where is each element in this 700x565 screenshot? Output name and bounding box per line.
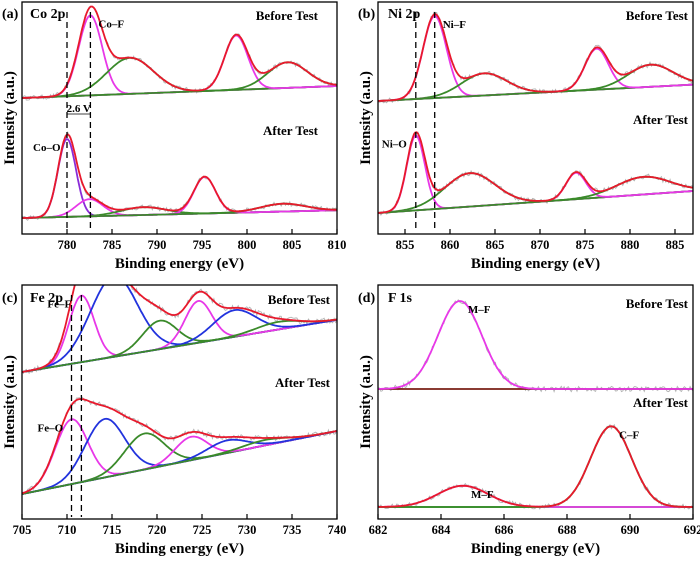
condition-label: After Test (275, 375, 331, 390)
peak-label: M–F (468, 304, 491, 316)
y-axis-label: Intensity (a.u.) (358, 355, 374, 449)
axes-frame (21, 1, 338, 235)
condition-label: Before Test (256, 8, 319, 23)
axes-frame (377, 284, 694, 520)
fit-envelope (22, 285, 337, 373)
x-tick-label: 715 (103, 523, 122, 537)
peak-label: Co–F (98, 18, 124, 30)
plot-area (378, 299, 693, 510)
y-axis-label: Intensity (a.u.) (2, 71, 18, 165)
peak-label: M–F (471, 489, 494, 501)
panel-b-ni-2p: Ni–F Before Test Ni–O After Test 855 860 865 87… (358, 1, 694, 272)
x-tick-label: 688 (558, 523, 577, 537)
x-axis-label: Binding energy (eV) (115, 541, 244, 557)
fit-envelope (378, 131, 693, 214)
plot-area (378, 11, 693, 216)
panel-d-f-1s: M–F Before Test M–F C–F After Test 682 684 686 6… (358, 284, 700, 557)
x-axis-label: Binding energy (eV) (115, 256, 244, 272)
axes-frame (21, 284, 338, 520)
fit-envelope (22, 133, 337, 219)
x-tick-label: 684 (432, 523, 452, 537)
condition-label: Before Test (626, 296, 689, 311)
x-tick-label: 810 (328, 238, 347, 252)
condition-label: Before Test (268, 292, 331, 307)
panel-title: F 1s (388, 291, 413, 306)
fit-envelope (22, 5, 337, 99)
peak-label: Ni–F (443, 19, 467, 31)
x-tick-label: 692 (684, 523, 700, 537)
x-tick-label: 725 (193, 523, 212, 537)
panel-c-fe-2p: Fe–F Before Test Fe–O After Test 705 710 715 72… (2, 284, 347, 557)
axes-frame (377, 1, 694, 235)
x-axis-label: Binding energy (eV) (471, 541, 600, 557)
fit-envelope (22, 398, 337, 495)
x-tick-label: 686 (495, 523, 514, 537)
panel-letter: (b) (358, 7, 375, 22)
shift-annotation: 2.6 V (67, 103, 91, 115)
plot-area (22, 5, 337, 221)
panel-a-co-2p: Co–F Before Test Co–O After Test 2.6 V 780 785… (2, 1, 347, 272)
x-tick-label: 885 (666, 238, 685, 252)
x-tick-label: 740 (328, 523, 347, 537)
x-tick-label: 870 (531, 238, 550, 252)
peak-label: Co–O (33, 142, 61, 154)
panel-letter: (d) (358, 291, 375, 306)
peak-label: Fe–F (47, 299, 71, 311)
x-tick-label: 785 (103, 238, 122, 252)
x-tick-label: 735 (283, 523, 302, 537)
x-tick-label: 790 (148, 238, 167, 252)
fit-envelope (378, 425, 693, 508)
y-axis-label: Intensity (a.u.) (2, 355, 18, 449)
condition-label: After Test (633, 395, 689, 410)
x-tick-label: 805 (283, 238, 302, 252)
panel-title: Fe 2p (30, 291, 63, 306)
peak-label: Ni–O (382, 139, 408, 151)
panel-title: Ni 2p (388, 7, 421, 22)
panel-letter: (a) (2, 7, 19, 22)
x-tick-label: 800 (238, 238, 257, 252)
peak-label: Fe–O (38, 422, 64, 434)
panel-title: Co 2p (30, 7, 66, 22)
x-tick-label: 780 (58, 238, 77, 252)
y-axis-label: Intensity (a.u.) (358, 71, 374, 165)
x-tick-label: 710 (58, 523, 77, 537)
x-axis-label: Binding energy (eV) (471, 256, 600, 272)
panel-letter: (c) (2, 291, 18, 306)
x-tick-label: 720 (148, 523, 167, 537)
peak-label: C–F (619, 429, 639, 441)
x-tick-label: 860 (441, 238, 460, 252)
condition-label: Before Test (626, 8, 689, 23)
plot-area (22, 285, 337, 496)
x-tick-label: 690 (621, 523, 640, 537)
fit-envelope (378, 13, 693, 102)
x-tick-label: 880 (621, 238, 640, 252)
x-tick-label: 682 (369, 523, 388, 537)
x-tick-label: 865 (486, 238, 505, 252)
x-tick-label: 875 (576, 238, 595, 252)
x-tick-label: 705 (13, 523, 32, 537)
component-peak (22, 318, 337, 373)
x-tick-label: 795 (193, 238, 212, 252)
condition-label: After Test (263, 123, 319, 138)
x-tick-label: 730 (238, 523, 257, 537)
condition-label: After Test (633, 112, 689, 127)
component-peak (378, 300, 693, 390)
x-tick-label: 855 (396, 238, 415, 252)
